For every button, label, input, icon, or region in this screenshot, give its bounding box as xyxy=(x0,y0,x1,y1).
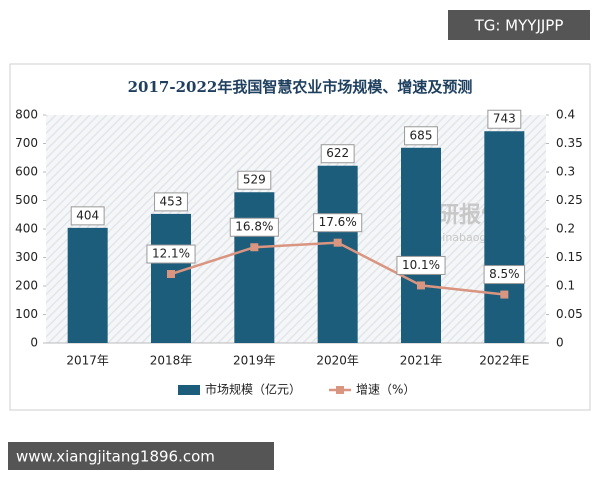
y2-tick-label: 0.3 xyxy=(556,165,575,179)
data-label-box xyxy=(487,109,522,129)
y-tick-label: 700 xyxy=(15,136,38,150)
data-label: 16.8% xyxy=(235,220,273,234)
data-label-box xyxy=(404,126,438,146)
data-label-box xyxy=(146,244,196,264)
y-tick-label: 0 xyxy=(30,336,38,350)
bar xyxy=(234,192,275,343)
y2-tick-label: 0.2 xyxy=(556,222,575,236)
y-tick-label: 600 xyxy=(15,165,38,179)
x-tick-label: 2019年 xyxy=(233,354,276,368)
data-label: 8.5% xyxy=(489,267,520,281)
y2-tick-label: 0.05 xyxy=(556,307,583,321)
footer-bg xyxy=(8,442,274,470)
data-label: 685 xyxy=(410,128,433,142)
legend-label: 市场规模（亿元） xyxy=(205,382,301,397)
footer: www.xiangjitang1896.com xyxy=(16,448,215,466)
plot-area xyxy=(46,115,546,343)
line-marker xyxy=(250,243,259,252)
line-marker xyxy=(417,281,425,290)
chart-title: 2017-2022年我国智慧农业市场规模、增速及预测 xyxy=(128,78,473,96)
data-label-box xyxy=(313,213,363,233)
bar xyxy=(484,131,525,343)
data-label-box xyxy=(396,255,446,275)
data-label-box xyxy=(483,265,526,285)
line-marker xyxy=(333,238,342,247)
data-label-box xyxy=(229,217,279,237)
x-tick-label: 2021年 xyxy=(400,354,443,368)
data-label-box xyxy=(237,170,272,190)
y2-tick-label: 0 xyxy=(556,336,564,350)
y-tick-label: 100 xyxy=(15,307,38,321)
data-label-box xyxy=(70,206,105,226)
bar xyxy=(401,147,441,343)
data-label: 529 xyxy=(243,173,266,187)
line-marker xyxy=(167,270,175,279)
data-label: 17.6% xyxy=(319,215,357,229)
y-tick-label: 500 xyxy=(15,193,38,207)
data-label: 404 xyxy=(76,208,99,222)
badge-bg xyxy=(448,10,590,40)
data-label: 453 xyxy=(160,194,183,208)
badge: TG: MYYJJPP xyxy=(474,17,564,35)
x-tick-label: 2017年 xyxy=(66,354,109,368)
y2-tick-label: 0.1 xyxy=(556,279,575,293)
y-tick-label: 400 xyxy=(15,222,38,236)
data-label: 743 xyxy=(493,112,516,126)
x-tick-label: 2018年 xyxy=(150,354,193,368)
y-tick-label: 200 xyxy=(15,279,38,293)
data-label-box xyxy=(320,144,355,164)
y2-tick-label: 0.15 xyxy=(556,250,583,264)
data-label: 622 xyxy=(326,146,349,160)
data-label: 10.1% xyxy=(402,258,440,272)
x-tick-label: 2020年 xyxy=(316,354,359,368)
line-marker xyxy=(500,290,509,299)
legend-swatch-marker xyxy=(336,386,345,394)
x-tick-label: 2022年E xyxy=(479,354,529,368)
legend-swatch xyxy=(178,385,200,395)
bar xyxy=(317,165,358,343)
y-tick-label: 300 xyxy=(15,250,38,264)
y2-tick-label: 0.25 xyxy=(556,193,583,207)
bar xyxy=(151,213,191,343)
legend-label: 增速（%） xyxy=(356,383,415,397)
data-label-box xyxy=(154,192,188,212)
data-label: 12.1% xyxy=(152,247,190,261)
y2-tick-label: 0.4 xyxy=(556,108,575,122)
y-tick-label: 800 xyxy=(15,108,38,122)
bar xyxy=(67,227,108,343)
y2-tick-label: 0.35 xyxy=(556,136,583,150)
